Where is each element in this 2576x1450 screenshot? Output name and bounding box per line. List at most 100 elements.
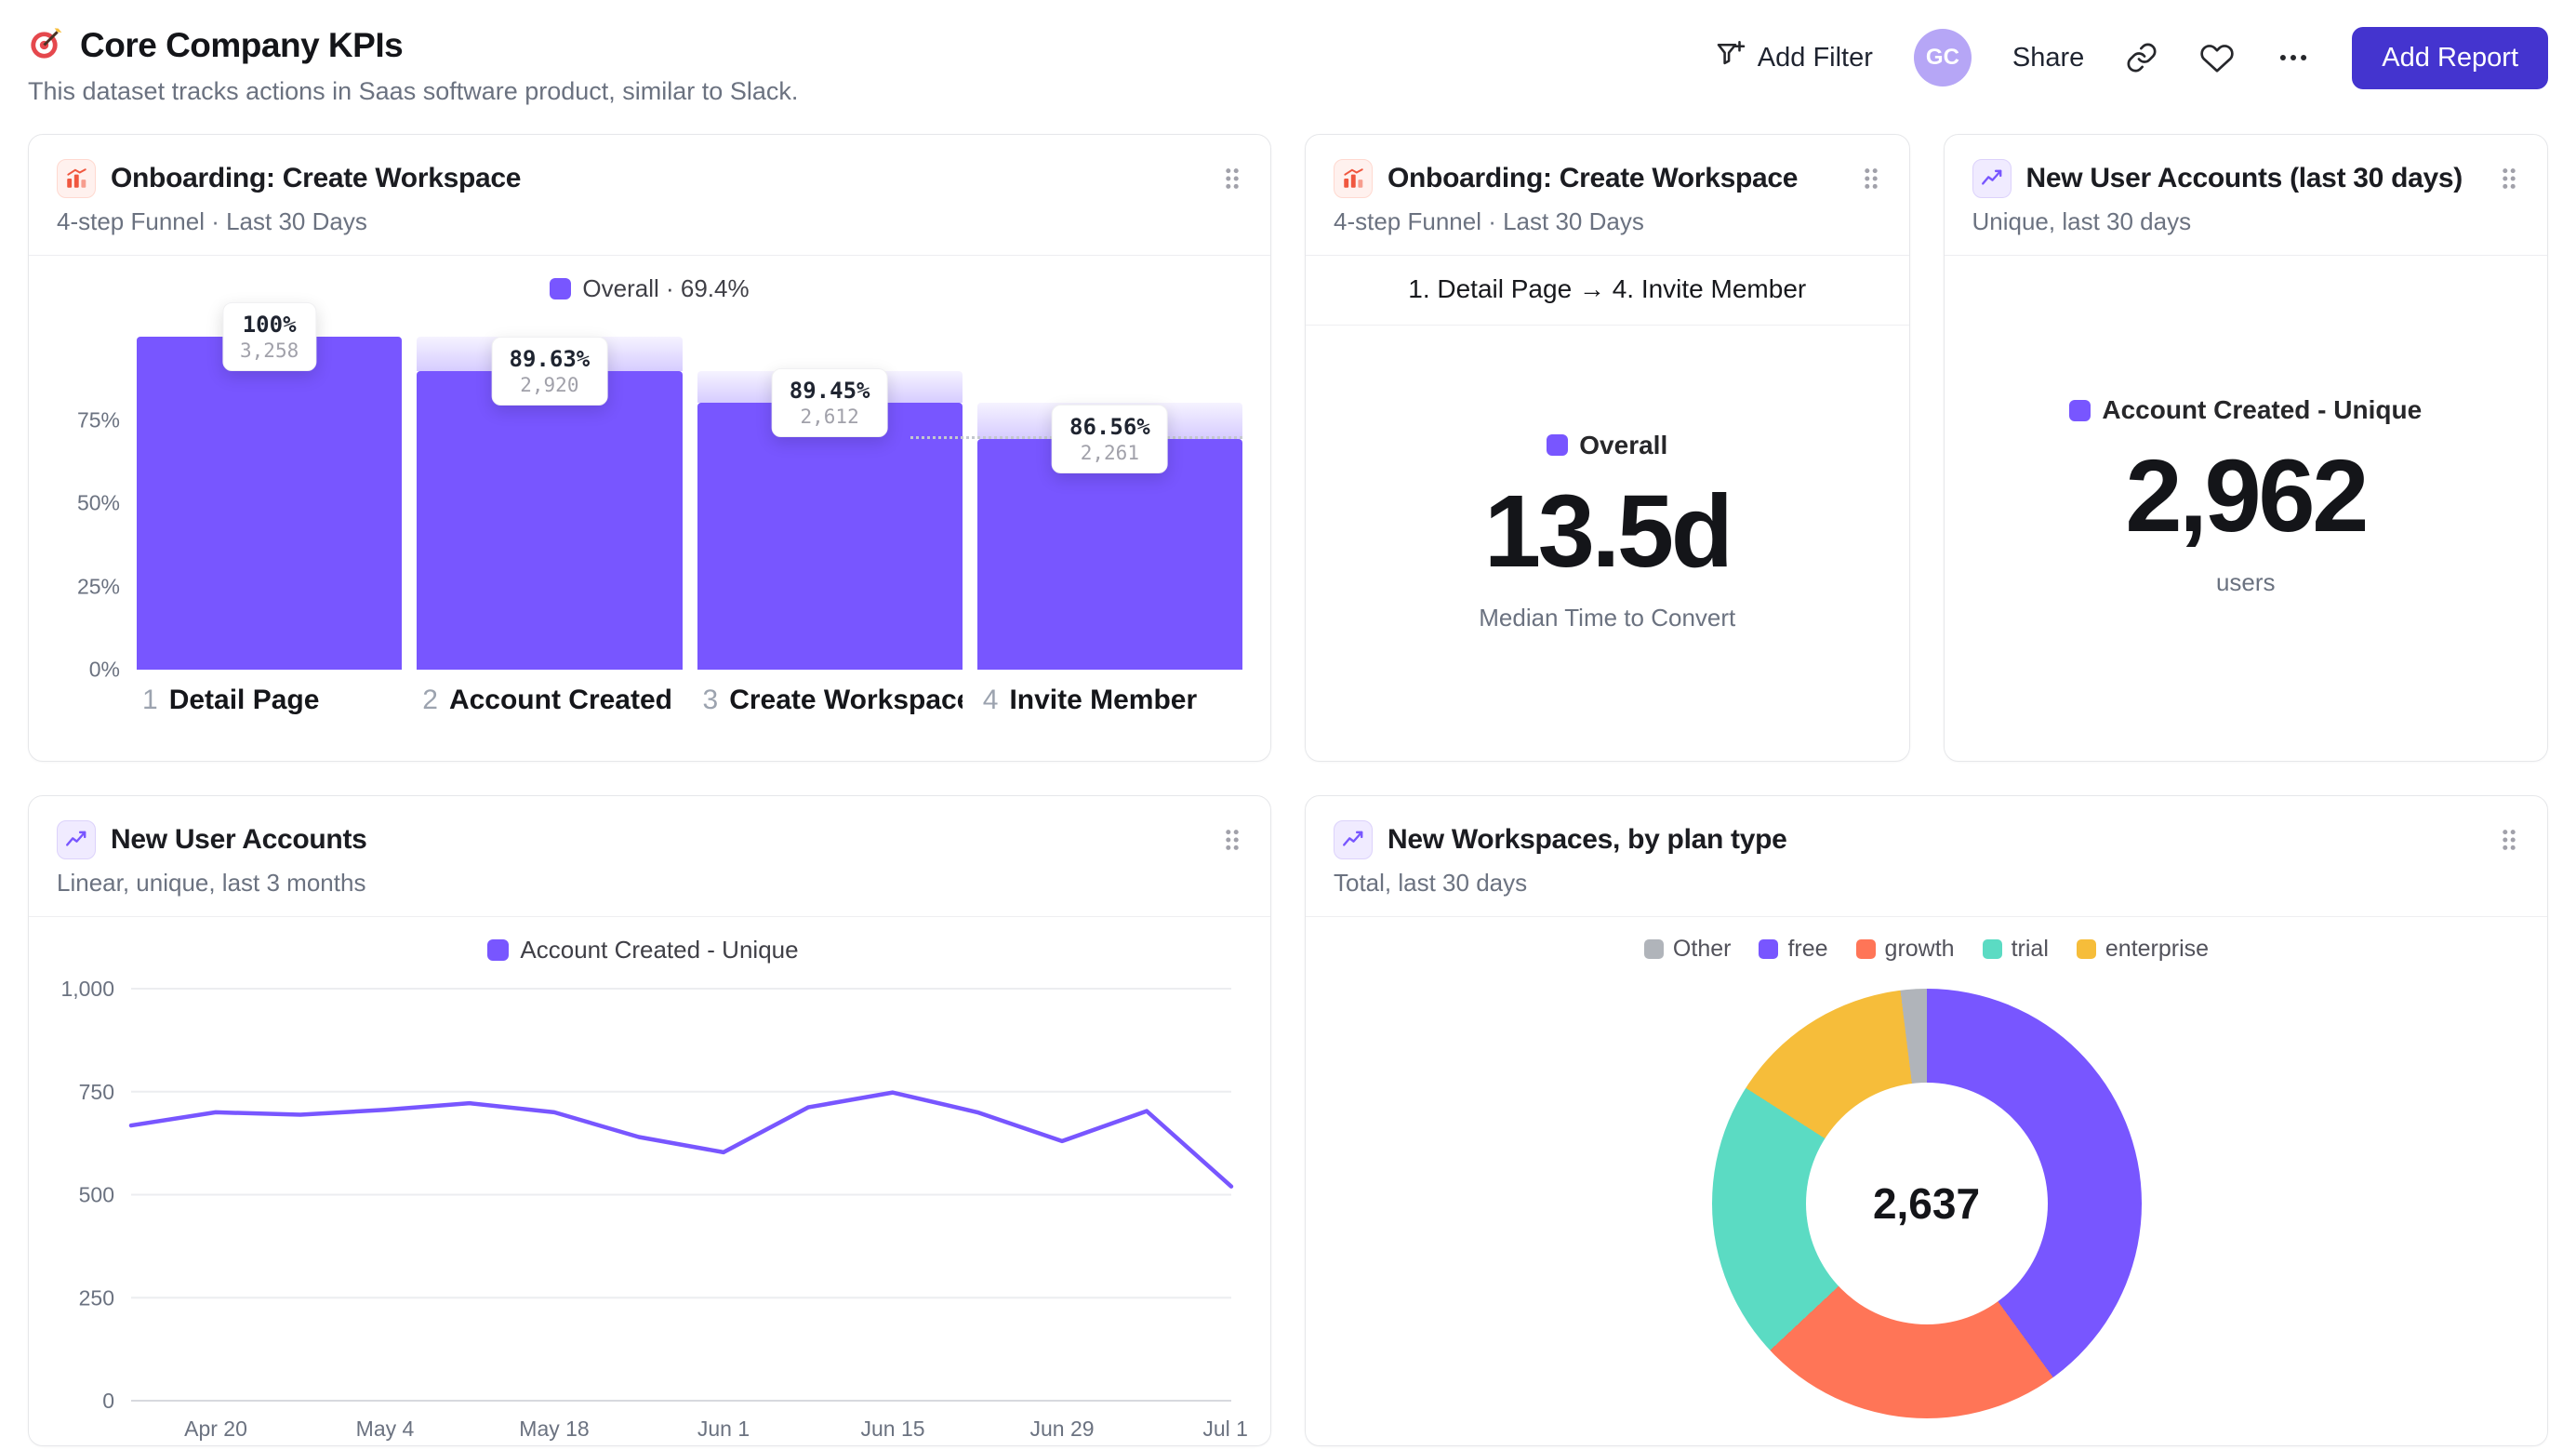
legend-swatch — [487, 939, 510, 961]
funnel-bar-group: 100% 3,258 — [137, 302, 403, 670]
legend-label: growth — [1884, 936, 1955, 962]
drag-handle-icon[interactable] — [2499, 166, 2519, 192]
legend-swatch — [1643, 939, 1664, 959]
new-accounts-caption: users — [2215, 568, 2276, 596]
funnel-tooltip-conversion: 89.45% — [789, 378, 870, 404]
plan-legend-item[interactable]: free — [1759, 936, 1828, 963]
funnel-bar[interactable] — [697, 403, 963, 670]
trend-card-body: Account Created - Unique 0 250 500 750 1,000… — [29, 917, 1270, 1450]
time-card-body: Overall 13.5d Median Time to Convert — [1306, 326, 1909, 761]
line-chart-icon — [1972, 159, 2012, 198]
funnel-bar-group: 89.63% 2,920 — [417, 337, 683, 670]
overall-legend: Overall — [1547, 431, 1667, 460]
funnel-step-number: 4 — [982, 685, 999, 715]
legend-swatch — [1855, 939, 1876, 959]
x-axis-label: May 4 — [356, 1417, 415, 1441]
new-accounts-value: 2,962 — [2125, 439, 2369, 553]
funnel-tooltip-conversion: 100% — [242, 312, 297, 338]
funnel-step-label: 3 Create Workspace — [697, 685, 963, 716]
avatar[interactable]: GC — [1913, 29, 1972, 86]
x-axis-label: Jun 15 — [860, 1417, 924, 1441]
topbar-actions: Add Filter GC Share Add Report — [1713, 24, 2548, 91]
funnel-chart-icon — [1334, 159, 1373, 198]
share-label: Share — [2012, 42, 2085, 73]
x-axis-label: Apr 20 — [184, 1417, 247, 1441]
x-axis-label: Jun 1 — [697, 1417, 750, 1441]
accounts-card-body: Account Created - Unique 2,962 users — [1945, 256, 2548, 761]
favorite-heart-icon[interactable] — [2199, 40, 2235, 75]
funnel-step-number: 1 — [142, 685, 158, 715]
drag-handle-icon[interactable] — [2499, 827, 2519, 853]
funnel-bar[interactable] — [417, 371, 683, 670]
accounts-card-header: New User Accounts (last 30 days) Unique,… — [1944, 135, 2547, 256]
accounts-trend-svg: 0 250 500 750 1,000 Apr 20 May 4 May 18 Jun 1 Jun… — [60, 977, 1259, 1441]
funnel-tooltip-count: 2,612 — [800, 406, 859, 428]
legend-label: enterprise — [2105, 936, 2210, 962]
title-block: Core Company KPIs This dataset tracks ac… — [28, 24, 798, 106]
legend-swatch — [2076, 939, 2096, 959]
new-accounts-card: New User Accounts (last 30 days) Unique,… — [1943, 134, 2548, 762]
y-axis-label: 1,000 — [60, 977, 114, 1001]
legend-label: Account Created - Unique — [520, 936, 799, 964]
funnel-xlabels: 1 Detail Page 2 Account Created 3 Create Work… — [137, 685, 1242, 716]
legend-label: free — [1787, 936, 1828, 962]
plan-card-header: New Workspaces, by plan type Total, last… — [1306, 796, 2547, 917]
legend-label: Account Created - Unique — [2102, 395, 2423, 424]
donut-total-value: 2,637 — [1872, 1179, 1981, 1228]
share-button[interactable]: Share — [2012, 43, 2084, 73]
plan-legend-item[interactable]: trial — [1982, 936, 2049, 963]
filter-icon — [1713, 37, 1746, 78]
add-filter-label: Add Filter — [1757, 42, 1873, 73]
median-time-caption: Median Time to Convert — [1479, 603, 1736, 632]
funnel-step-number: 3 — [702, 685, 719, 715]
plan-legend-item[interactable]: growth — [1855, 936, 1955, 963]
funnel-card-header: Onboarding: Create Workspace 4-step Funn… — [29, 135, 1270, 256]
y-axis-label: 0 — [102, 1389, 114, 1413]
funnel-tooltip-count: 3,258 — [240, 339, 299, 362]
funnel-ytick: 0% — [88, 657, 120, 682]
target-bullseye-icon — [28, 24, 65, 66]
median-time-value: 13.5d — [1483, 473, 1733, 589]
funnel-legend: Overall · 69.4% — [57, 274, 1242, 303]
add-report-button[interactable]: Add Report — [2352, 26, 2548, 89]
accounts-trend-card: New User Accounts Linear, unique, last 3… — [28, 795, 1271, 1446]
time-card-header: Onboarding: Create Workspace 4-step Funn… — [1306, 135, 1909, 256]
dashboard-grid: Onboarding: Create Workspace 4-step Funn… — [28, 134, 2548, 1446]
line-chart-icon — [1334, 820, 1373, 859]
funnel-bar[interactable] — [137, 337, 403, 670]
trend-card-header: New User Accounts Linear, unique, last 3… — [29, 796, 1270, 917]
funnel-ytick: 75% — [76, 407, 120, 432]
legend-swatch — [1759, 939, 1779, 959]
page-title: Core Company KPIs — [80, 25, 404, 64]
drag-handle-icon[interactable] — [1861, 166, 1881, 192]
funnel-tooltip: 89.45% 2,612 — [771, 368, 888, 437]
funnel-tooltip-conversion: 89.63% — [509, 346, 591, 373]
more-options-icon[interactable] — [2276, 40, 2311, 75]
funnel-step-name: Invite Member — [1009, 685, 1198, 715]
funnel-bar[interactable] — [976, 438, 1242, 670]
plan-legend: Other free growth trial enterprise — [1328, 936, 2525, 963]
funnel-card: Onboarding: Create Workspace 4-step Funn… — [28, 134, 1271, 762]
funnel-tooltip: 89.63% 2,920 — [491, 337, 608, 406]
drag-handle-icon[interactable] — [1222, 827, 1242, 853]
y-axis-label: 500 — [79, 1183, 114, 1207]
drag-handle-icon[interactable] — [1222, 166, 1242, 192]
funnel-card-body: Overall · 69.4% 75% 50% 25% 0% 100% 3,258 89.… — [29, 256, 1270, 761]
funnel-step-name: Detail Page — [168, 685, 320, 715]
plan-donut-chart[interactable]: 2,637 — [1711, 989, 2142, 1418]
copy-link-icon[interactable] — [2125, 41, 2158, 74]
legend-swatch — [550, 278, 572, 299]
add-filter-button[interactable]: Add Filter — [1713, 37, 1873, 78]
accounts-trend-line[interactable] — [128, 1090, 1234, 1189]
funnel-tooltip: 100% 3,258 — [222, 302, 317, 371]
funnel-ytick: 25% — [76, 574, 120, 598]
plan-legend-item[interactable]: Other — [1643, 936, 1731, 963]
y-axis-label: 750 — [79, 1080, 114, 1104]
line-chart: 0 250 500 750 1,000 Apr 20 May 4 May 18 Jun 1 Jun… — [38, 974, 1259, 1450]
funnel-step-name: Account Created — [448, 685, 672, 715]
funnel-chart: 75% 50% 25% 0% 100% 3,258 89.63% 2,920 89.45% 2,… — [57, 302, 1242, 682]
trend-legend: Account Created - Unique — [38, 936, 1248, 964]
funnel-bar-group: 89.45% 2,612 — [697, 337, 963, 670]
plan-legend-item[interactable]: enterprise — [2076, 936, 2210, 963]
card-subtitle: Unique, last 30 days — [1972, 207, 2192, 235]
